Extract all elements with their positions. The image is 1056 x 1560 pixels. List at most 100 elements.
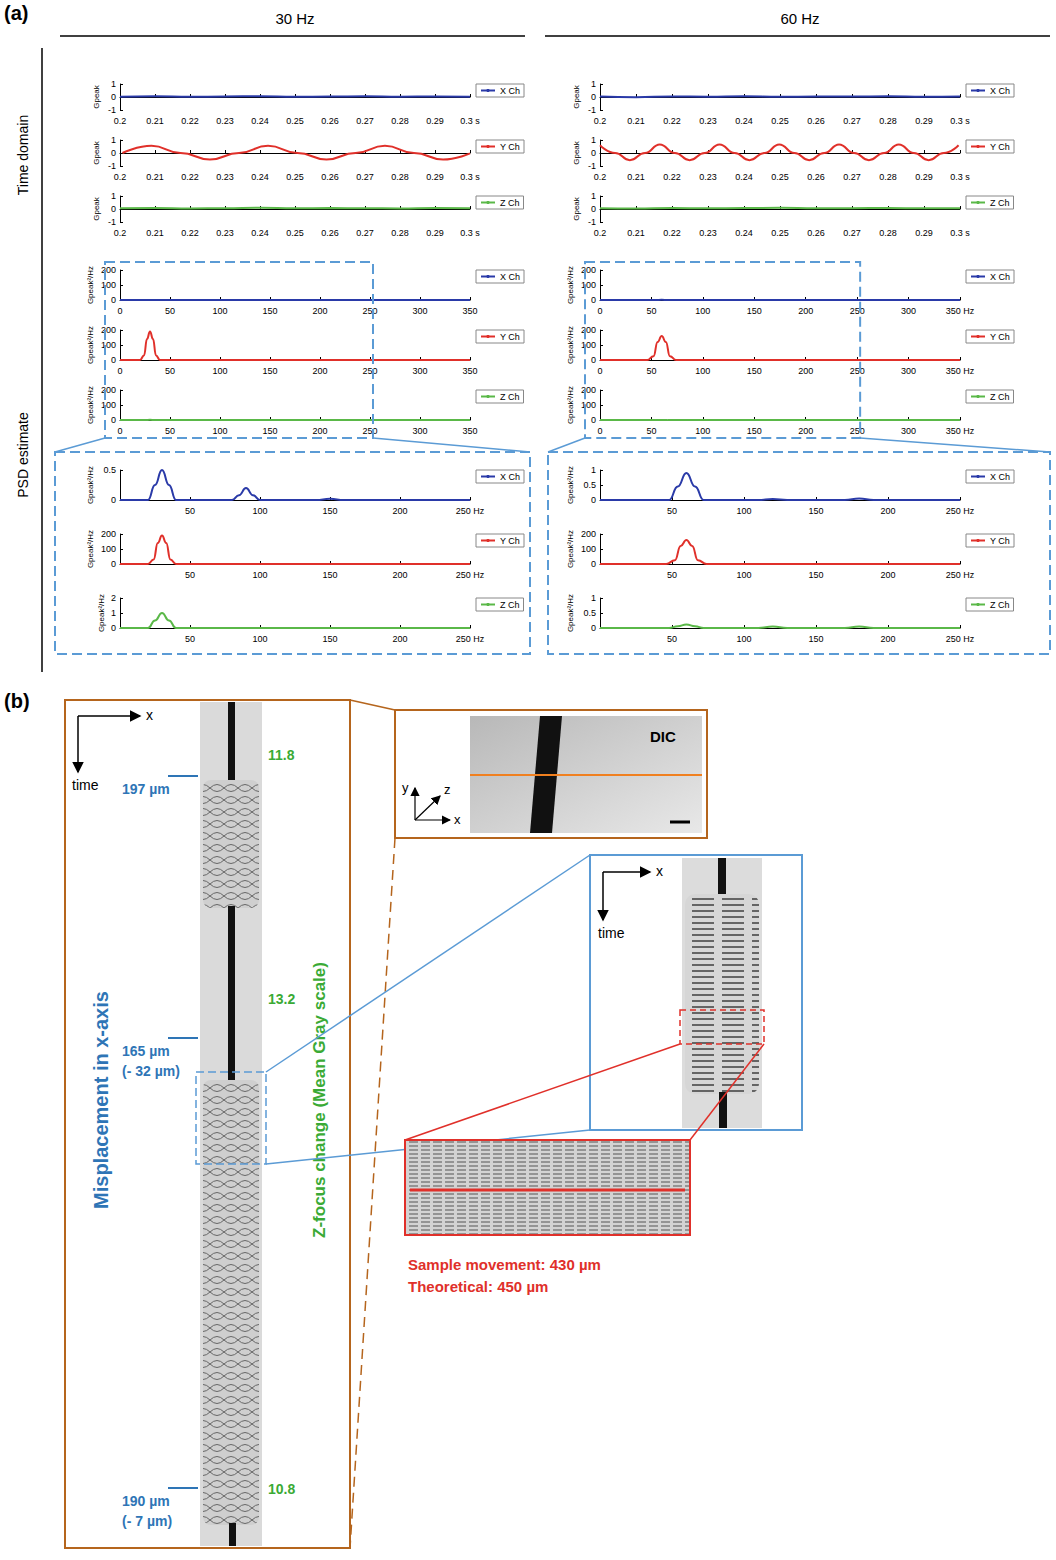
svg-text:50: 50 [646, 306, 656, 316]
svg-text:Gpeak²/Hz: Gpeak²/Hz [566, 386, 575, 424]
svg-text:y: y [402, 780, 409, 795]
svg-text:200: 200 [581, 385, 596, 395]
svg-text:0.22: 0.22 [181, 172, 199, 182]
svg-text:0.29: 0.29 [426, 172, 444, 182]
svg-text:300: 300 [901, 426, 916, 436]
svg-text:50: 50 [165, 366, 175, 376]
svg-text:0: 0 [117, 426, 122, 436]
svg-text:200: 200 [392, 634, 407, 644]
svg-text:0.27: 0.27 [356, 172, 374, 182]
svg-text:100: 100 [736, 634, 751, 644]
svg-text:-1: -1 [108, 161, 116, 171]
svg-text:200: 200 [392, 570, 407, 580]
svg-text:0: 0 [591, 415, 596, 425]
svg-text:200: 200 [581, 265, 596, 275]
svg-text:0: 0 [597, 426, 602, 436]
svg-text:250 Hz: 250 Hz [946, 506, 975, 516]
svg-text:Gpeak: Gpeak [572, 84, 581, 109]
svg-text:Z Ch: Z Ch [990, 600, 1010, 610]
svg-text:0.27: 0.27 [843, 228, 861, 238]
svg-text:1: 1 [111, 135, 116, 145]
svg-text:50: 50 [646, 426, 656, 436]
svg-text:350 Hz: 350 Hz [946, 306, 975, 316]
svg-text:X Ch: X Ch [990, 86, 1010, 96]
svg-text:300: 300 [901, 306, 916, 316]
svg-text:200: 200 [880, 634, 895, 644]
svg-text:0.5: 0.5 [103, 465, 116, 475]
svg-text:0.28: 0.28 [391, 172, 409, 182]
svg-text:200: 200 [798, 366, 813, 376]
svg-text:11.8: 11.8 [268, 747, 295, 763]
svg-text:0.26: 0.26 [321, 116, 339, 126]
svg-text:Z Ch: Z Ch [500, 600, 520, 610]
svg-text:2: 2 [111, 593, 116, 603]
svg-text:250 Hz: 250 Hz [946, 634, 975, 644]
svg-text:50: 50 [646, 366, 656, 376]
svg-text:1: 1 [111, 79, 116, 89]
svg-text:0.28: 0.28 [879, 116, 897, 126]
svg-text:0: 0 [591, 559, 596, 569]
svg-text:100: 100 [252, 634, 267, 644]
svg-text:150: 150 [808, 634, 823, 644]
svg-text:0.28: 0.28 [391, 228, 409, 238]
svg-text:0: 0 [111, 148, 116, 158]
svg-text:Gpeak²/Hz: Gpeak²/Hz [86, 530, 95, 568]
svg-text:(- 7 µm): (- 7 µm) [122, 1513, 172, 1529]
svg-text:0.22: 0.22 [181, 228, 199, 238]
svg-text:150: 150 [262, 366, 277, 376]
svg-text:Theoretical: 450 µm: Theoretical: 450 µm [408, 1278, 548, 1295]
svg-text:0.2: 0.2 [114, 116, 127, 126]
svg-text:0.22: 0.22 [663, 116, 681, 126]
svg-text:300: 300 [412, 426, 427, 436]
svg-text:200: 200 [880, 570, 895, 580]
svg-text:300: 300 [412, 366, 427, 376]
svg-text:350 Hz: 350 Hz [946, 426, 975, 436]
svg-text:200: 200 [101, 325, 116, 335]
svg-text:100: 100 [101, 400, 116, 410]
svg-text:0: 0 [117, 366, 122, 376]
svg-text:100: 100 [695, 306, 710, 316]
svg-text:197 µm: 197 µm [122, 781, 170, 797]
svg-text:0: 0 [591, 92, 596, 102]
svg-text:1: 1 [591, 465, 596, 475]
svg-text:0: 0 [111, 92, 116, 102]
svg-text:0.23: 0.23 [699, 172, 717, 182]
svg-text:200: 200 [880, 506, 895, 516]
svg-text:100: 100 [736, 506, 751, 516]
svg-text:0.21: 0.21 [146, 116, 164, 126]
svg-text:0.21: 0.21 [146, 172, 164, 182]
svg-text:0: 0 [117, 306, 122, 316]
svg-text:Z Ch: Z Ch [990, 198, 1010, 208]
svg-text:100: 100 [212, 306, 227, 316]
svg-text:50: 50 [667, 634, 677, 644]
svg-text:0.25: 0.25 [286, 228, 304, 238]
svg-text:-1: -1 [588, 105, 596, 115]
svg-text:350: 350 [462, 426, 477, 436]
svg-text:x: x [454, 812, 461, 827]
svg-text:0.2: 0.2 [594, 172, 607, 182]
svg-text:0.3 s: 0.3 s [460, 116, 480, 126]
svg-text:DIC: DIC [650, 728, 676, 745]
svg-text:0.21: 0.21 [627, 228, 645, 238]
svg-text:0: 0 [111, 355, 116, 365]
svg-text:Y Ch: Y Ch [500, 536, 520, 546]
svg-text:200: 200 [392, 506, 407, 516]
svg-text:Time domain: Time domain [15, 115, 31, 195]
svg-text:time: time [598, 925, 625, 941]
svg-text:0.27: 0.27 [356, 116, 374, 126]
svg-text:0.26: 0.26 [807, 172, 825, 182]
svg-text:50: 50 [667, 570, 677, 580]
svg-text:100: 100 [212, 426, 227, 436]
svg-text:PSD estimate: PSD estimate [15, 412, 31, 498]
svg-text:200: 200 [581, 529, 596, 539]
svg-text:Gpeak²/Hz: Gpeak²/Hz [566, 326, 575, 364]
svg-text:0.28: 0.28 [391, 116, 409, 126]
svg-text:-1: -1 [588, 161, 596, 171]
svg-text:0.28: 0.28 [879, 172, 897, 182]
svg-text:time: time [72, 777, 99, 793]
svg-text:200: 200 [312, 306, 327, 316]
svg-text:0: 0 [591, 355, 596, 365]
svg-text:250 Hz: 250 Hz [456, 634, 485, 644]
svg-text:250: 250 [850, 306, 865, 316]
svg-text:0.23: 0.23 [216, 228, 234, 238]
